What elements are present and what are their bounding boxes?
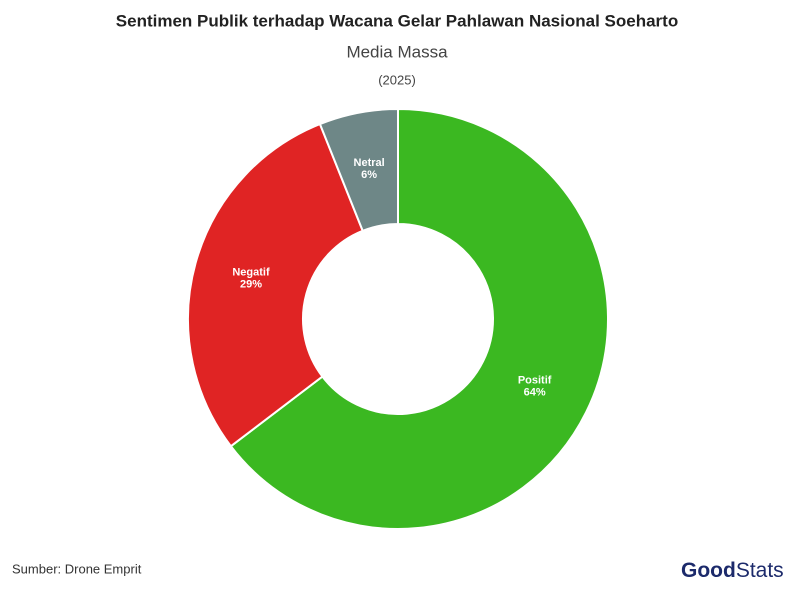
slice-label: Positif	[518, 375, 552, 387]
brand-logo: GoodStats	[681, 559, 784, 582]
donut-slice	[187, 122, 364, 448]
value-label: 64%	[524, 387, 546, 399]
value-label: 29%	[240, 278, 262, 290]
slice-label: Negatif	[232, 266, 270, 278]
value-label: 6%	[361, 169, 377, 181]
chart-subtitle: Media Massa	[346, 42, 448, 61]
donut-slice	[229, 107, 609, 530]
chart-period: (2025)	[378, 72, 416, 87]
brand-part: Stats	[736, 559, 784, 582]
brand-part: Good	[681, 559, 736, 582]
source: Sumber: Drone Emprit	[12, 561, 142, 576]
slice-label: Netral	[354, 157, 385, 169]
chart-title: Sentimen Publik terhadap Wacana Gelar Pa…	[116, 11, 678, 30]
donut-slice	[318, 107, 399, 233]
